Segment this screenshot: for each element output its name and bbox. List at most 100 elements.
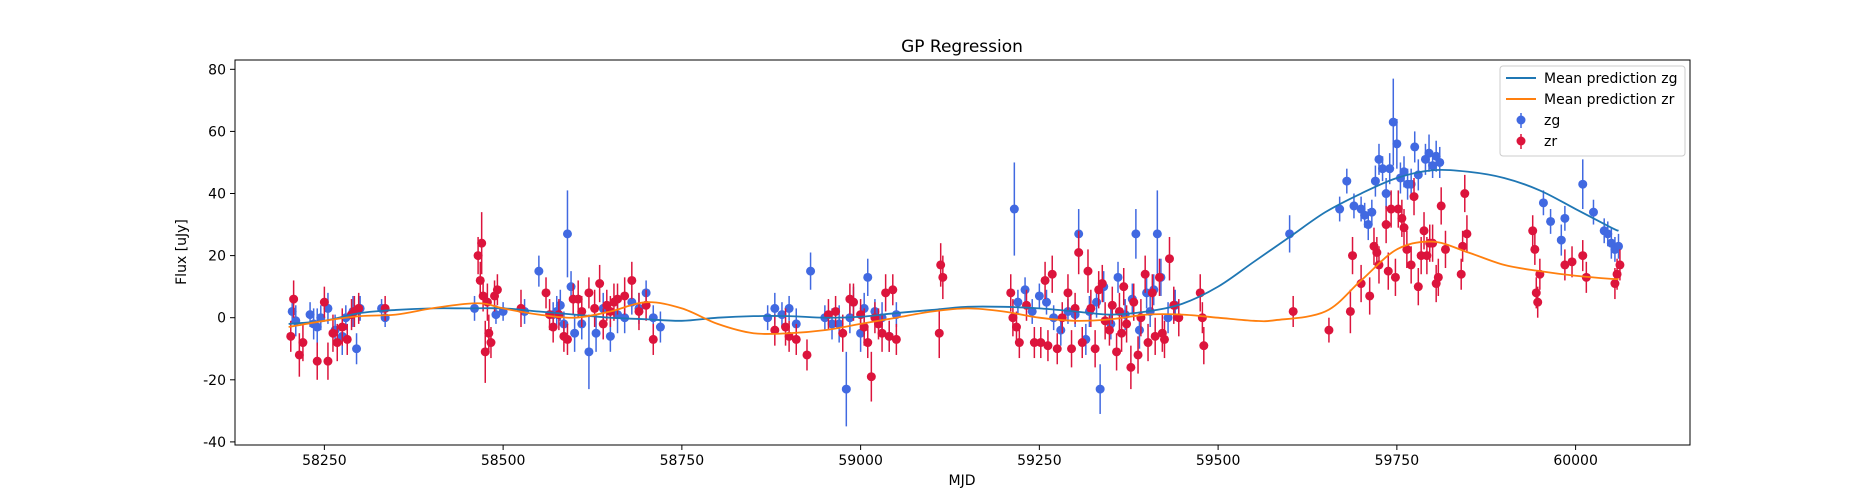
data-point-zr [1456,269,1466,279]
data-point-zr [634,306,644,316]
data-point-zr [294,350,304,360]
y-tick-label: -20 [203,373,226,389]
data-point-zg [555,300,565,310]
legend-label-mean-zr: Mean prediction zr [1544,92,1675,108]
data-point-zg [1360,210,1370,220]
data-point-zg [491,310,501,320]
data-point-zr [1436,201,1446,211]
data-point-zr [1533,297,1543,307]
legend-box [1499,65,1686,157]
data-point-zr [1406,260,1416,270]
data-point-zr [332,338,342,348]
data-point-zr [342,334,352,344]
chart-title: GP Regression [901,37,1023,57]
data-point-zg [1034,291,1044,301]
data-point-zr [1428,238,1438,248]
data-point-zg [1363,220,1373,230]
data-point-zr [1288,306,1298,316]
data-point-zg [763,313,773,323]
data-point-zr [1097,279,1107,289]
data-point-zr [1014,338,1024,348]
x-tick-label: 59750 [1375,453,1420,469]
data-point-zg [1349,201,1359,211]
data-point-zr [595,279,605,289]
data-point-zg [770,303,780,313]
data-point-zg [562,229,572,239]
y-tick-label: 60 [208,124,226,140]
data-point-zg [655,322,665,332]
series-zr [286,174,1625,402]
data-point-zr [1460,189,1470,199]
x-tick-label: 60000 [1553,453,1598,469]
data-point-zr [1154,272,1164,282]
data-point-zr [1390,272,1400,282]
data-point-zr [1122,319,1132,329]
data-point-zr [1197,313,1207,323]
data-point-zg [784,303,794,313]
data-point-zr [1119,282,1129,292]
data-point-zr [1578,251,1588,261]
data-point-zg [841,384,851,394]
data-point-zg [534,266,544,276]
data-point-zg [863,272,873,282]
x-tick-label: 59000 [838,453,883,469]
data-point-zr [1531,288,1541,298]
data-point-zr [936,260,946,270]
data-point-zr [1440,244,1450,254]
data-point-zg [1042,297,1052,307]
data-point-zg [1428,161,1438,171]
data-point-zg [1163,313,1173,323]
legend: Mean prediction zg Mean prediction zr zg… [1499,65,1686,157]
data-point-zg [1009,204,1019,214]
data-point-zr [298,338,308,348]
data-point-zg [1588,207,1598,217]
data-point-zr [286,331,296,341]
legend-label-mean-zg: Mean prediction zg [1544,71,1678,87]
legend-swatch-zr-marker [1516,136,1526,146]
x-tick-label: 58750 [660,453,705,469]
data-point-zr [1365,291,1375,301]
data-point-zr [1393,204,1403,214]
data-point-zr [1008,313,1018,323]
data-point-zr [473,251,483,261]
y-axis-label: Flux [uJy] [174,219,190,285]
data-point-zr [1143,338,1153,348]
data-point-zg [1049,313,1059,323]
legend-swatch-zg-marker [1516,115,1526,125]
data-point-zr [328,328,338,338]
data-point-zr [1147,288,1157,298]
x-tick-label: 59250 [1017,453,1062,469]
data-point-zg [352,344,362,354]
data-point-zr [1381,220,1391,230]
data-point-zr [480,347,490,357]
data-point-zr [863,338,873,348]
data-point-zr [337,322,347,332]
data-point-zr [1567,257,1577,267]
data-point-zr [1615,260,1625,270]
data-point-zr [613,294,623,304]
data-point-zr [859,322,869,332]
data-point-zr [1086,303,1096,313]
data-point-zg [316,313,326,323]
data-point-zg [1374,154,1384,164]
data-point-zg [1424,148,1434,158]
data-point-zr [1345,306,1355,316]
data-point-zg [1546,216,1556,226]
data-point-zr [1159,334,1169,344]
data-point-zr [1029,338,1039,348]
data-point-zr [1610,279,1620,289]
data-point-zr [1560,260,1570,270]
data-point-zg [1378,164,1388,174]
data-point-zr [1126,362,1136,372]
data-point-zr [891,334,901,344]
data-point-zr [1174,313,1184,323]
data-point-zg [1020,285,1030,295]
data-point-zr [1372,248,1382,257]
data-point-zr [1077,338,1087,348]
data-point-zr [802,350,812,360]
data-point-zg [287,306,297,316]
data-point-zg [584,347,594,357]
data-point-zr [577,306,587,316]
data-point-zg [312,322,322,332]
data-point-zg [1614,241,1624,251]
